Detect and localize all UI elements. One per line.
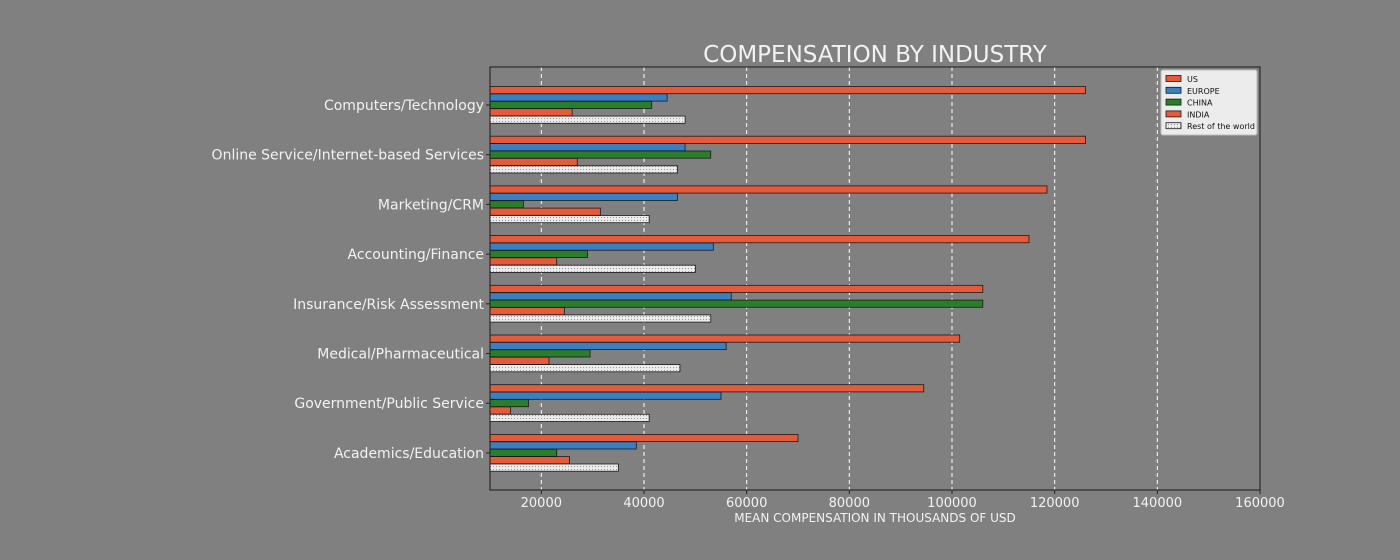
bar-china-medical-pharmaceutical xyxy=(489,349,591,358)
plot-area xyxy=(490,67,1260,490)
bar-china-accounting-finance xyxy=(489,249,588,258)
category-label: Marketing/CRM xyxy=(378,197,484,213)
bar-rest-of-the-world-marketing-crm xyxy=(489,215,650,224)
legend-swatch-rest-of-the-world xyxy=(1165,122,1182,130)
plot-frame xyxy=(489,66,1261,491)
x-tick-label: 100000 xyxy=(927,496,977,511)
bar-europe-government-public-service xyxy=(489,391,722,400)
x-axis-label: MEAN COMPENSATION IN THOUSANDS OF USD xyxy=(734,511,1016,525)
bar-china-computers-technology xyxy=(489,100,653,109)
legend-swatch-europe xyxy=(1165,86,1182,94)
bar-china-academics-education xyxy=(489,448,558,457)
category-label: Medical/Pharmaceutical xyxy=(317,347,484,363)
x-tick-label: 140000 xyxy=(1133,496,1183,511)
x-tick-label: 40000 xyxy=(623,496,664,511)
bar-us-government-public-service xyxy=(489,384,925,393)
legend-label-india: INDIA xyxy=(1187,110,1210,119)
legend-swatch-india xyxy=(1165,110,1182,118)
bar-rest-of-the-world-academics-education xyxy=(489,463,619,472)
bar-europe-medical-pharmaceutical xyxy=(489,341,727,350)
bar-india-computers-technology xyxy=(489,108,573,117)
bar-us-medical-pharmaceutical xyxy=(489,334,961,343)
bar-us-online-service-internet-based-services xyxy=(489,135,1086,144)
bar-india-marketing-crm xyxy=(489,207,601,216)
bar-india-online-service-internet-based-services xyxy=(489,157,578,166)
legend-swatch-us xyxy=(1165,75,1182,82)
legend-label-china: CHINA xyxy=(1187,99,1213,108)
bar-us-marketing-crm xyxy=(489,185,1048,194)
bar-us-insurance-risk-assessment xyxy=(489,284,984,293)
x-tick-label: 20000 xyxy=(521,496,562,511)
category-label: Academics/Education xyxy=(334,446,484,462)
x-tick-label: 160000 xyxy=(1235,496,1285,511)
bar-europe-online-service-internet-based-services xyxy=(489,143,686,152)
bar-india-insurance-risk-assessment xyxy=(489,307,565,316)
bar-europe-marketing-crm xyxy=(489,192,678,201)
bar-china-marketing-crm xyxy=(489,200,524,209)
category-label: Accounting/Finance xyxy=(348,247,484,263)
bar-europe-accounting-finance xyxy=(489,242,714,251)
bar-india-government-public-service xyxy=(489,406,511,415)
bar-rest-of-the-world-government-public-service xyxy=(489,413,650,422)
bar-us-accounting-finance xyxy=(489,235,1030,244)
legend-label-rest-of-the-world: Rest of the world xyxy=(1187,122,1255,131)
bar-india-academics-education xyxy=(489,456,570,465)
bar-europe-academics-education xyxy=(489,441,637,450)
bar-china-online-service-internet-based-services xyxy=(489,150,712,159)
category-label: Government/Public Service xyxy=(294,396,484,412)
bar-india-medical-pharmaceutical xyxy=(489,356,550,365)
legend-swatch-china xyxy=(1165,98,1182,106)
category-label: Computers/Technology xyxy=(324,98,484,114)
category-label: Online Service/Internet-based Services xyxy=(212,148,484,164)
chart-title: COMPENSATION BY INDUSTRY xyxy=(703,42,1048,68)
bar-us-computers-technology xyxy=(489,86,1086,95)
bar-china-government-public-service xyxy=(489,399,529,408)
bar-rest-of-the-world-computers-technology xyxy=(489,115,686,124)
legend xyxy=(1160,69,1258,136)
legend-label-europe: EUROPE xyxy=(1187,87,1220,96)
x-tick-label: 80000 xyxy=(829,496,870,511)
bar-rest-of-the-world-online-service-internet-based-services xyxy=(489,165,678,174)
bar-rest-of-the-world-medical-pharmaceutical xyxy=(489,364,681,373)
bar-europe-insurance-risk-assessment xyxy=(489,292,732,301)
bar-india-accounting-finance xyxy=(489,257,558,266)
category-label: Insurance/Risk Assessment xyxy=(293,297,484,313)
bar-europe-computers-technology xyxy=(489,93,668,102)
legend-label-us: US xyxy=(1187,75,1198,84)
bar-rest-of-the-world-accounting-finance xyxy=(489,264,696,273)
bar-china-insurance-risk-assessment xyxy=(489,299,984,308)
bar-us-academics-education xyxy=(489,433,799,442)
x-tick-label: 60000 xyxy=(726,496,767,511)
x-tick-label: 120000 xyxy=(1030,496,1080,511)
bar-rest-of-the-world-insurance-risk-assessment xyxy=(489,314,712,323)
